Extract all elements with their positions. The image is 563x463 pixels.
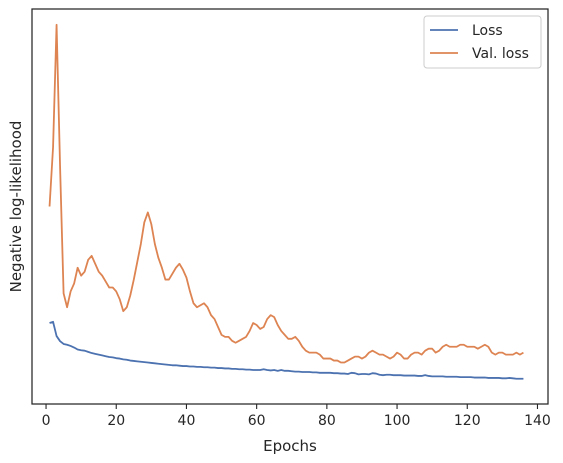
y-axis-label: Negative log-likelihood [7, 121, 25, 293]
series-line-loss [49, 320, 524, 380]
x-tick-label: 140 [524, 413, 551, 429]
x-tick-label: 60 [248, 413, 266, 429]
legend: Loss Val. loss [423, 15, 542, 69]
x-tick-label: 80 [318, 413, 336, 429]
x-axis-label: Epochs [263, 437, 317, 455]
legend-label-loss: Loss [472, 23, 503, 39]
x-tick-label: 20 [107, 413, 125, 429]
x-tick-label: 100 [384, 413, 411, 429]
legend-label-val-loss: Val. loss [472, 46, 529, 62]
x-axis: 0 20 40 60 80 100 120 140 [42, 404, 551, 429]
series-layer [48, 23, 524, 380]
legend-box [423, 15, 542, 69]
series-line-val-loss [48, 23, 524, 364]
x-tick-label: 120 [454, 413, 481, 429]
plot-frame [31, 8, 549, 405]
x-tick-label: 0 [42, 413, 51, 429]
x-tick-label: 40 [178, 413, 196, 429]
